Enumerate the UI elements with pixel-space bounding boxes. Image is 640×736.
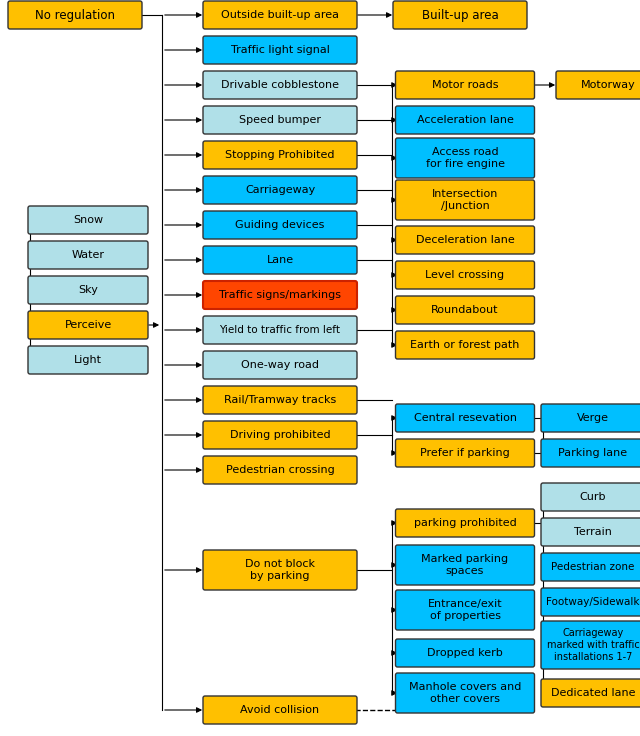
FancyBboxPatch shape [541,439,640,467]
FancyBboxPatch shape [396,590,534,630]
FancyBboxPatch shape [8,1,142,29]
Text: Sky: Sky [78,285,98,295]
Text: Dropped kerb: Dropped kerb [427,648,503,658]
Text: Rail/Tramway tracks: Rail/Tramway tracks [224,395,336,405]
FancyBboxPatch shape [203,421,357,449]
FancyBboxPatch shape [541,404,640,432]
FancyBboxPatch shape [396,673,534,713]
Text: Manhole covers and
other covers: Manhole covers and other covers [409,682,521,704]
Text: Curb: Curb [580,492,606,502]
Text: Marked parking
spaces: Marked parking spaces [421,554,509,576]
Text: Central resevation: Central resevation [413,413,516,423]
FancyBboxPatch shape [203,550,357,590]
FancyBboxPatch shape [396,71,534,99]
FancyBboxPatch shape [396,545,534,585]
Text: Acceleration lane: Acceleration lane [417,115,513,125]
Text: Traffic signs/markings: Traffic signs/markings [219,290,341,300]
Text: Access road
for fire engine: Access road for fire engine [426,147,504,169]
Text: Level crossing: Level crossing [426,270,504,280]
FancyBboxPatch shape [396,331,534,359]
FancyBboxPatch shape [541,483,640,511]
FancyBboxPatch shape [541,621,640,669]
FancyBboxPatch shape [28,346,148,374]
Text: Lane: Lane [266,255,294,265]
FancyBboxPatch shape [396,226,534,254]
FancyBboxPatch shape [203,386,357,414]
Text: Yield to traffic from left: Yield to traffic from left [220,325,340,335]
Text: Motorway: Motorway [580,80,636,90]
Text: No regulation: No regulation [35,9,115,21]
FancyBboxPatch shape [541,553,640,581]
FancyBboxPatch shape [396,138,534,178]
Text: Snow: Snow [73,215,103,225]
Text: Deceleration lane: Deceleration lane [415,235,515,245]
FancyBboxPatch shape [396,639,534,667]
Text: Pedestrian zone: Pedestrian zone [551,562,635,572]
Text: Perceive: Perceive [65,320,111,330]
FancyBboxPatch shape [396,180,534,220]
Text: Light: Light [74,355,102,365]
FancyBboxPatch shape [396,296,534,324]
Text: Prefer if parking: Prefer if parking [420,448,510,458]
FancyBboxPatch shape [203,316,357,344]
FancyBboxPatch shape [396,439,534,467]
Text: Pedestrian crossing: Pedestrian crossing [226,465,334,475]
Text: Built-up area: Built-up area [422,9,499,21]
Text: Intersection
/Junction: Intersection /Junction [432,189,498,210]
FancyBboxPatch shape [28,241,148,269]
FancyBboxPatch shape [393,1,527,29]
FancyBboxPatch shape [396,261,534,289]
Text: Carriageway
marked with traffic
installations 1-7: Carriageway marked with traffic installa… [547,629,639,662]
Text: Terrain: Terrain [574,527,612,537]
FancyBboxPatch shape [396,509,534,537]
Text: Guiding devices: Guiding devices [236,220,324,230]
Text: Do not block
by parking: Do not block by parking [245,559,315,581]
Text: Driving prohibited: Driving prohibited [230,430,330,440]
FancyBboxPatch shape [203,456,357,484]
FancyBboxPatch shape [203,281,357,309]
Text: Footway/Sidewalk: Footway/Sidewalk [547,597,640,607]
Text: Traffic light signal: Traffic light signal [230,45,330,55]
Text: One-way road: One-way road [241,360,319,370]
FancyBboxPatch shape [28,206,148,234]
FancyBboxPatch shape [203,71,357,99]
FancyBboxPatch shape [396,106,534,134]
FancyBboxPatch shape [203,141,357,169]
FancyBboxPatch shape [541,518,640,546]
Text: Speed bumper: Speed bumper [239,115,321,125]
Text: Motor roads: Motor roads [432,80,499,90]
Text: Drivable cobblestone: Drivable cobblestone [221,80,339,90]
FancyBboxPatch shape [556,71,640,99]
Text: Entrance/exit
of properties: Entrance/exit of properties [428,599,502,620]
Text: parking prohibited: parking prohibited [413,518,516,528]
FancyBboxPatch shape [28,311,148,339]
FancyBboxPatch shape [541,679,640,707]
FancyBboxPatch shape [203,246,357,274]
Text: Earth or forest path: Earth or forest path [410,340,520,350]
FancyBboxPatch shape [28,276,148,304]
FancyBboxPatch shape [203,211,357,239]
FancyBboxPatch shape [203,106,357,134]
FancyBboxPatch shape [203,351,357,379]
Text: Avoid collision: Avoid collision [241,705,319,715]
FancyBboxPatch shape [203,696,357,724]
Text: Stopping Prohibited: Stopping Prohibited [225,150,335,160]
FancyBboxPatch shape [396,404,534,432]
Text: Parking lane: Parking lane [559,448,628,458]
FancyBboxPatch shape [203,36,357,64]
Text: Roundabout: Roundabout [431,305,499,315]
Text: Carriageway: Carriageway [245,185,315,195]
Text: Outside built-up area: Outside built-up area [221,10,339,20]
Text: Dedicated lane: Dedicated lane [551,688,636,698]
FancyBboxPatch shape [203,1,357,29]
Text: Water: Water [72,250,104,260]
FancyBboxPatch shape [541,588,640,616]
Text: Verge: Verge [577,413,609,423]
FancyBboxPatch shape [203,176,357,204]
